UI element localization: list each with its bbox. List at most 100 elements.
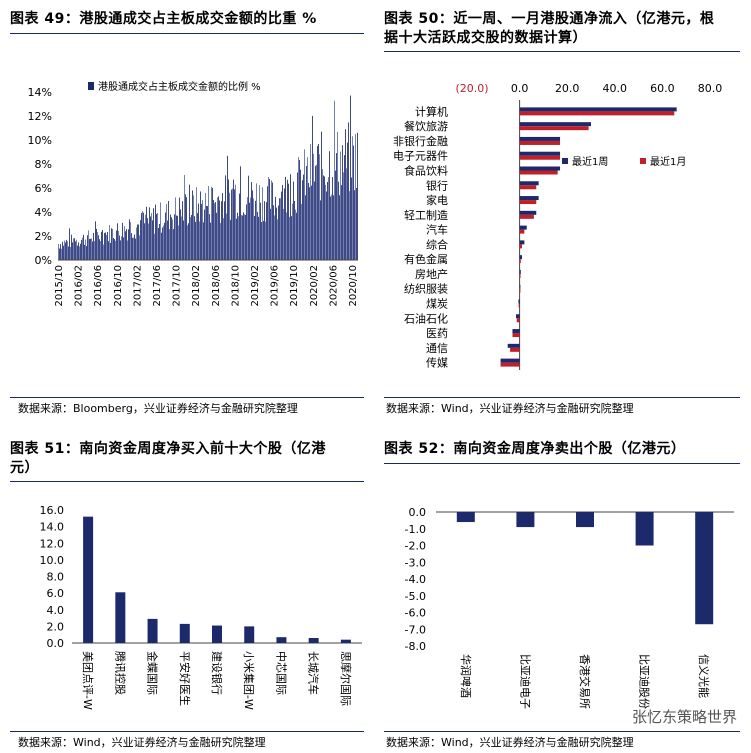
chart49-bar [112,228,113,260]
chart51-category-label: 平安好医生 [178,651,192,706]
chart49-bar [190,217,191,260]
chart49-bar [324,176,325,260]
chart49-ytick-label: 6% [35,182,52,195]
chart49-bar [177,215,178,260]
chart50-bar-week [519,225,527,230]
chart49-bar [323,175,324,260]
chart50-bar-month [516,318,520,323]
chart49-bar [170,214,171,260]
chart49-bar [319,154,320,260]
chart49-bar [286,212,287,260]
chart49-plot: 0% 2% 4% 6% 8% 10% 12% 14% 港股通成交占主板成交金额的比例 % 2015… [28,80,359,307]
chart49-top-rule [10,33,364,34]
chart50-category-label: 通信 [426,342,448,355]
chart49-bar [106,234,107,260]
chart50-xtick-label: (20.0) [455,82,488,95]
chart52-category-label: 比亚迪股份 [638,654,651,709]
chart51-source: 数据来源：Wind，兴业证券经济与金融研究院整理 [18,736,266,749]
chart49-bar [296,212,297,260]
chart51-category-label: 中芯国际 [274,651,288,695]
chart50-xtick-label: 40.0 [603,82,628,95]
chart49-bar [163,225,164,260]
chart49-bar [280,198,281,260]
chart49-xtick-label: 2017/02 [132,265,143,307]
chart50-bar-week [519,255,522,260]
chart49-bar [241,214,242,260]
chart49-bar [140,220,141,260]
chart49-bar [93,232,94,260]
chart49-bar [243,212,244,260]
chart49-bar [60,244,61,260]
chart49-bar [276,207,277,260]
chart50-bar-week [516,314,520,319]
chart49-legend-swatch [88,82,94,90]
chart49-bar [348,122,349,260]
chart49-bar [153,208,154,260]
chart49-bar [165,212,166,260]
chart49-bar [175,197,176,260]
chart50-bar-month [519,214,534,219]
chart49-bar [182,201,183,260]
chart49-bar [86,246,87,260]
chart50-category-label: 房地产 [415,267,448,281]
chart49-bar [143,212,144,260]
chart49-bar [246,204,247,260]
chart49-bar [169,229,170,260]
chart49-bar [272,182,273,260]
chart49-bar [95,221,96,260]
chart49-xtick-label: 2016/02 [74,265,85,307]
chart49-bar [337,131,338,260]
chart49-bar [129,219,130,260]
chart50-bar-week [519,269,521,274]
chart49-bar [89,238,90,260]
chart49-bar [307,157,308,260]
chart49-bar [122,222,123,260]
chart49-bar [205,192,206,260]
chart49-bar [354,190,355,260]
chart49-bar [308,182,309,260]
chart51-ytick-label: 6.0 [47,587,65,600]
chart49-bar [240,166,241,260]
chart49-bar [64,240,65,260]
chart49-bar [256,183,257,260]
chart51-bar [244,626,255,643]
chart49-bar [303,174,304,260]
chart49-bar [69,228,70,260]
chart49-bar [100,241,101,260]
chart51-ytick-label: 4.0 [47,604,65,617]
chart52-category-label: 华润啤酒 [459,654,473,698]
chart49-bar [353,145,354,260]
chart49-bar [237,212,238,260]
chart49-bar [156,213,157,260]
chart49-bar [135,238,136,260]
chart51-bar [308,638,319,643]
chart49-bar [138,224,139,260]
chart49-bar [220,223,221,260]
chart49-bar [185,194,186,260]
chart51-bar [179,623,190,643]
chart51-category-label: 腾讯控股 [113,651,127,695]
chart49-bar [290,174,291,260]
chart49-bar [311,185,312,260]
chart50-bar-month [519,155,561,160]
chart49-bar [223,218,224,260]
chart50-source: 数据来源：Wind，兴业证券经济与金融研究院整理 [386,402,634,415]
chart49-bar [342,145,343,260]
chart49-bar [281,191,282,260]
chart50-category-label: 轻工制造 [404,208,448,222]
chart52-ytick-label: -2.0 [405,540,426,553]
chart49-bar [131,233,132,260]
chart49-bar [70,246,71,260]
chart49-bar [254,215,255,260]
chart49-xtick-label: 2017/06 [152,265,163,307]
chart49-bar [72,242,73,260]
chart50-category-label: 石油石化 [404,311,448,325]
chart50-category-label: 有色金属 [404,252,448,266]
chart49-bar [264,201,265,260]
chart49-xtick-label: 2019/06 [270,265,281,307]
chart49-bar [141,213,142,260]
chart49-bar [126,229,127,260]
chart49-bar [150,216,151,260]
chart49-bar [172,219,173,260]
chart49-bar [68,246,69,260]
